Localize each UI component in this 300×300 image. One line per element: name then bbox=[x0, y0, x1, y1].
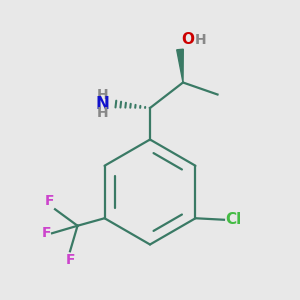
Text: N: N bbox=[96, 94, 110, 112]
Text: H: H bbox=[97, 106, 109, 119]
Text: F: F bbox=[65, 253, 75, 267]
Text: F: F bbox=[41, 226, 51, 240]
Text: H: H bbox=[97, 88, 109, 101]
Text: O: O bbox=[182, 32, 194, 46]
Polygon shape bbox=[177, 49, 183, 82]
Text: H: H bbox=[194, 32, 206, 46]
Text: F: F bbox=[44, 194, 54, 208]
Text: Cl: Cl bbox=[225, 212, 242, 227]
